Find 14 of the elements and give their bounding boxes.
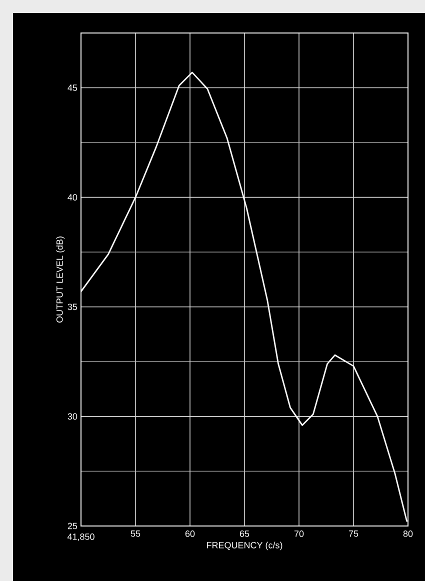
x-tick-label: 60 — [185, 530, 195, 537]
text: 41,850 — [67, 534, 94, 541]
x-axis-title: FREQUENCY (c/s) — [206, 542, 282, 550]
y-tick-label: 35 — [68, 304, 78, 310]
x-tick-label: 65 — [240, 530, 250, 537]
x-tick-label: 75 — [348, 530, 358, 537]
x-tick-label: 80 — [403, 530, 413, 537]
x-tick-label: 55 — [130, 530, 140, 537]
y-tick-label: 30 — [68, 413, 78, 420]
y-tick-label: 45 — [68, 84, 78, 91]
y-tick-label: 25 — [68, 522, 78, 530]
y-axis-title: OUTPUT LEVEL (dB) — [56, 236, 65, 323]
x-tick-label: 70 — [294, 530, 304, 537]
y-tick-label: 40 — [68, 194, 78, 201]
